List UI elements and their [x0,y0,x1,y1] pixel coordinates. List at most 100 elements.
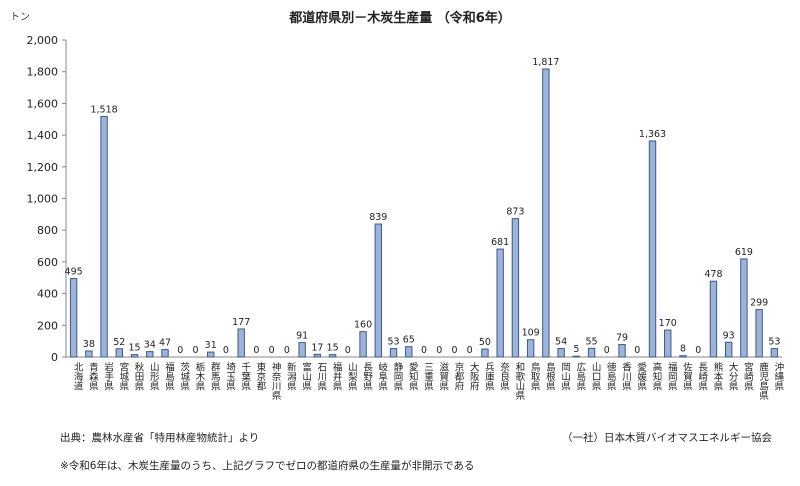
data-label: 52 [113,337,125,348]
x-tick-label: 長野県 [361,362,373,391]
bar [587,347,596,358]
bars [69,68,779,358]
y-tick-label: 400 [37,288,58,301]
x-tick-label: 香川県 [620,362,632,391]
data-label: 0 [177,345,183,356]
x-tick-label: 佐賀県 [681,361,693,391]
y-tick-label: 1,600 [27,97,59,110]
data-label: 0 [192,345,198,356]
bar [679,355,687,358]
bar [100,115,108,358]
data-label: 1,363 [639,129,666,140]
x-tick-label: 福井県 [331,361,343,391]
bar [161,349,169,358]
bar [298,342,306,358]
data-label: 0 [467,345,473,356]
x-tick-label: 長崎県 [696,362,708,391]
y-axis-unit-label: トン [10,12,30,23]
data-label: 0 [269,345,275,356]
data-label: 15 [129,343,141,354]
x-tick-label: 山口県 [590,362,602,391]
x-tick-label: 岐阜県 [376,361,388,391]
x-tick-label: 徳島県 [605,361,617,391]
data-label: 50 [479,337,491,348]
y-tick-label: 1,200 [27,161,59,174]
bar [724,341,733,358]
data-label: 873 [506,207,524,218]
x-tick-label: 滋賀県 [437,361,449,391]
data-label: 160 [354,320,372,331]
x-tick-label: 石川県 [315,362,327,391]
y-tick-label: 600 [37,256,58,269]
data-label: 0 [436,345,442,356]
data-label: 53 [387,337,399,348]
bar [313,353,322,358]
bar [542,68,550,358]
data-label: 91 [296,331,308,342]
bar [618,343,626,358]
x-tick-label: 秋田県 [133,361,145,391]
data-label: 17 [311,342,323,353]
x-tick-label: 神奈川県 [270,361,282,401]
bar [511,218,520,358]
data-label: 93 [723,330,735,341]
x-tick-label: 広島県 [574,361,586,391]
x-tick-label: 愛媛県 [635,361,647,391]
data-label: 1,817 [532,57,559,68]
bar [207,351,215,358]
data-label: 53 [768,337,780,348]
y-tick-label: 1,000 [27,193,59,206]
bar [237,328,245,358]
x-tick-label: 福島県 [163,361,175,391]
data-label: 5 [573,344,579,355]
y-axis: 02004006008001,0001,2001,4001,6001,8002,… [27,34,782,364]
x-tick-label: 鹿児島県 [757,361,769,401]
bar [481,348,489,358]
data-label: 619 [735,247,753,258]
x-tick-label: 茨城県 [178,361,190,391]
x-tick-label: 福岡県 [666,361,678,391]
x-tick-label: 宮崎県 [742,361,754,391]
organization-note: （一社）日本木質バイオマスエネルギー協会 [562,432,772,444]
bar [664,329,672,358]
data-label: 65 [403,335,415,346]
data-label: 0 [604,345,610,356]
bar [770,348,779,358]
data-label: 79 [616,332,628,343]
x-tick-label: 三重県 [422,362,434,391]
data-label: 109 [522,328,540,339]
data-label: 8 [680,344,686,355]
bar [374,223,382,358]
data-label: 0 [284,345,290,356]
bar [69,278,78,358]
x-tick-label: 山梨県 [346,362,358,391]
x-tick-label: 山形県 [148,362,160,391]
bar [496,248,504,358]
x-tick-label: 千葉県 [239,362,251,391]
bar [572,355,581,358]
bar [557,347,565,358]
x-tick-label: 栃木県 [193,361,205,391]
data-label: 0 [421,345,427,356]
bar [115,348,124,358]
data-label: 0 [223,345,229,356]
data-label: 839 [369,212,387,223]
data-label: 54 [555,336,567,347]
data-label: 478 [704,269,722,280]
x-tick-label: 北海道 [72,362,84,391]
x-tick-label: 京都府 [452,361,464,391]
x-tick-label: 和歌山県 [513,362,525,401]
data-label: 0 [695,345,701,356]
x-tick-labels: 北海道 青森県 岩手県 宮城県 秋田県 山形県 福島県 茨城県 栃木県 群馬県 埼玉県 千葉県 東京都神… [72,361,785,401]
x-tick-label: 沖縄県 [772,361,784,391]
x-tick-label: 愛知県 [407,361,419,391]
y-tick-label: 200 [37,319,58,332]
data-label: 34 [144,340,156,351]
y-tick-label: 2,000 [27,34,59,47]
x-tick-label: 富山県 [300,361,312,391]
x-tick-label: 鳥取県 [529,361,541,391]
y-tick-label: 800 [37,224,58,237]
bar-chart: 都道府県別－木炭生産量 （令和6年） トン 02004006008001,000… [10,10,785,401]
y-tick-label: 1,400 [27,129,59,142]
